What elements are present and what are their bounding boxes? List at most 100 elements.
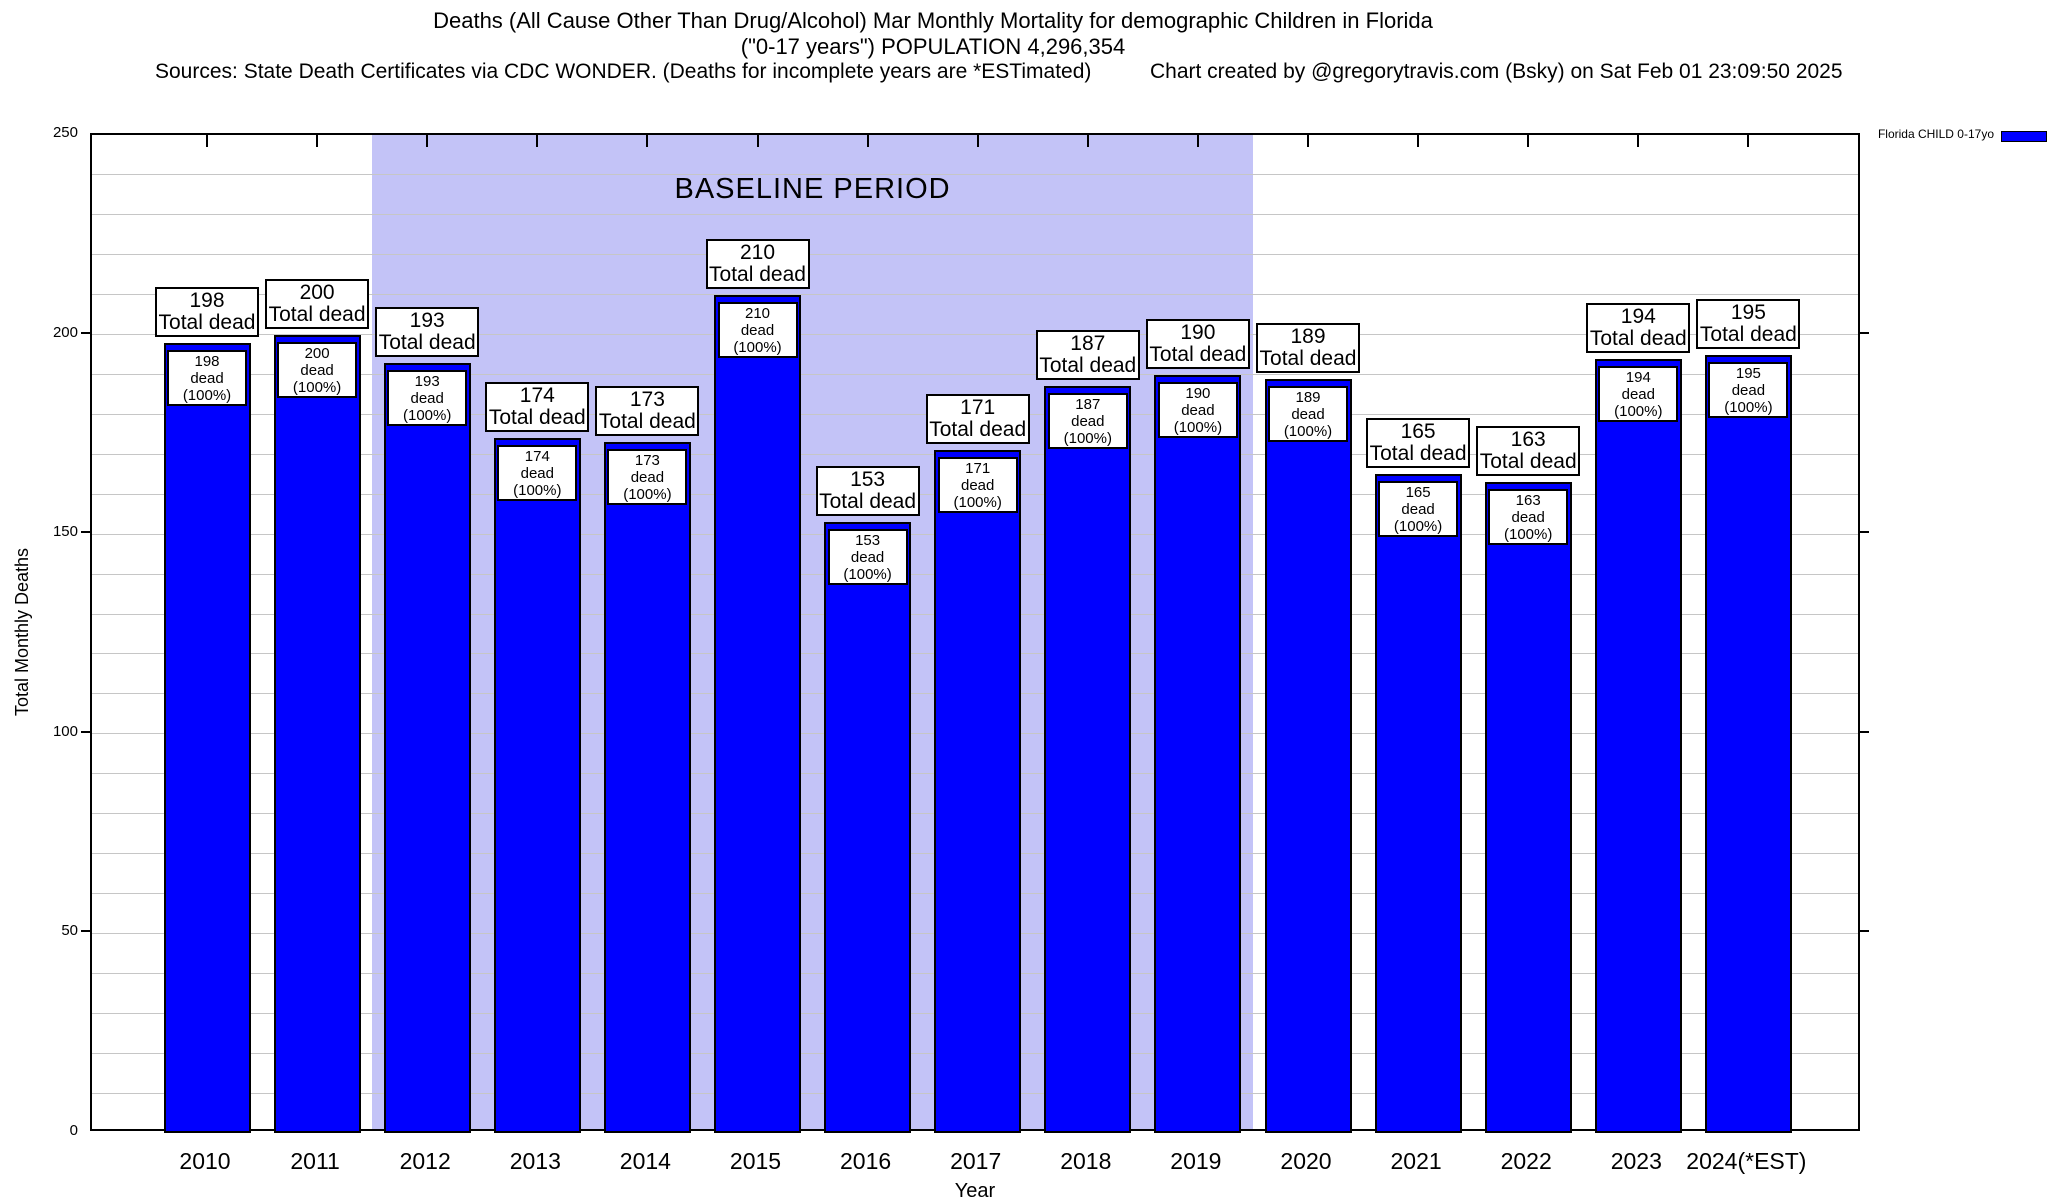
x-tick-top-2024(*EST) (1747, 135, 1750, 147)
bar-inner-suffix-2014: dead (100%) (623, 469, 672, 504)
gridline-y-220 (92, 254, 1858, 256)
bar-2012 (383, 362, 471, 1133)
plot-area: BASELINE PERIOD 198 dead (100%) 198 Total de… (90, 133, 1860, 1133)
bar-total-value-2019: 190 (1180, 320, 1216, 344)
bar-inner-value-2015: 210 (744, 304, 771, 322)
bar-inner-suffix-2010: dead (100%) (182, 369, 232, 404)
bar-2019 (1154, 374, 1242, 1133)
bar-inner-box-2018: 187 dead (100%) (1047, 393, 1128, 450)
bar-total-suffix-2018: Total dead (1039, 354, 1137, 378)
bar-total-box-2017: 171 Total dead (925, 394, 1030, 445)
y-tick-label-200: 200 (52, 323, 78, 341)
legend-swatch (2001, 131, 2047, 142)
bar-inner-value-2023: 194 (1625, 368, 1651, 386)
bar-total-value-2014: 173 (629, 388, 665, 412)
bar-total-box-2022: 163 Total dead (1476, 426, 1581, 477)
bar-inner-value-2022: 163 (1515, 492, 1541, 510)
x-tick-top-2012 (426, 135, 429, 147)
bar-2021 (1374, 474, 1462, 1133)
bar-inner-value-2011: 200 (304, 344, 330, 362)
bar-total-suffix-2020: Total dead (1259, 346, 1357, 370)
bar-total-box-2012: 193 Total dead (375, 306, 480, 357)
bar-inner-box-2024(*EST): 195 dead (100%) (1708, 361, 1789, 418)
bar-total-suffix-2014: Total dead (598, 410, 696, 434)
bar-total-value-2010: 198 (189, 288, 225, 312)
bar-inner-box-2011: 200 dead (100%) (277, 341, 358, 398)
x-tick-top-2019 (1196, 135, 1199, 147)
bar-total-suffix-2015: Total dead (709, 262, 806, 286)
bar-2016 (824, 522, 912, 1133)
x-tick-label-2015: 2015 (729, 1148, 782, 1174)
bar-inner-value-2012: 193 (414, 372, 440, 390)
bar-inner-value-2020: 189 (1295, 388, 1321, 406)
bar-2018 (1044, 386, 1132, 1133)
x-tick-label-2024(*EST): 2024(*EST) (1686, 1148, 1807, 1174)
y-tick-right-100 (1860, 730, 1869, 733)
bar-2010 (163, 342, 251, 1133)
bar-inner-box-2010: 198 dead (100%) (167, 349, 247, 406)
bar-inner-value-2017: 171 (965, 460, 991, 478)
chart-credit: Chart created by @gregorytravis.com (Bsk… (1150, 60, 1843, 83)
y-tick-left-200 (81, 331, 90, 334)
bar-inner-box-2014: 173 dead (100%) (607, 449, 688, 506)
bar-inner-box-2016: 153 dead (100%) (827, 529, 908, 586)
y-tick-right-50 (1860, 930, 1869, 933)
x-tick-top-2018 (1086, 135, 1089, 147)
gridline-y-230 (92, 214, 1858, 216)
bar-total-suffix-2013: Total dead (488, 406, 586, 430)
bar-total-box-2013: 174 Total dead (485, 382, 590, 433)
bar-inner-box-2022: 163 dead (100%) (1488, 489, 1569, 546)
gridline-y-200 (92, 334, 1858, 336)
x-tick-top-2020 (1307, 135, 1309, 147)
bar-inner-suffix-2015: dead (100%) (733, 321, 782, 356)
bar-total-value-2012: 193 (409, 308, 445, 332)
legend-label: Florida CHILD 0-17yo (1877, 127, 1994, 141)
bar-2023 (1594, 358, 1682, 1133)
y-tick-left-50 (81, 930, 90, 933)
bar-2022 (1484, 482, 1572, 1133)
bar-total-value-2018: 187 (1070, 332, 1106, 356)
bar-total-box-2016: 153 Total dead (815, 466, 920, 517)
x-tick-label-2014: 2014 (619, 1148, 671, 1174)
bar-total-suffix-2022: Total dead (1479, 450, 1577, 474)
bar-inner-box-2021: 165 dead (100%) (1378, 481, 1459, 538)
y-tick-right-200 (1860, 331, 1869, 334)
bar-inner-box-2023: 194 dead (100%) (1598, 365, 1679, 422)
bar-inner-box-2012: 193 dead (100%) (387, 369, 468, 426)
bar-total-box-2010: 198 Total dead (155, 286, 259, 337)
x-tick-top-2016 (866, 135, 869, 147)
bar-2024(*EST) (1704, 354, 1792, 1133)
y-tick-label-0: 0 (69, 1122, 78, 1139)
bar-total-value-2016: 153 (850, 468, 886, 492)
bar-total-value-2017: 171 (960, 396, 996, 420)
bar-inner-suffix-2018: dead (100%) (1063, 413, 1112, 448)
bar-inner-value-2021: 165 (1405, 484, 1431, 502)
x-tick-label-2020: 2020 (1280, 1148, 1332, 1174)
bar-inner-value-2019: 190 (1185, 384, 1211, 402)
bar-total-suffix-2011: Total dead (268, 302, 366, 326)
y-axis-title: Total Monthly Deaths (12, 547, 32, 717)
bar-total-suffix-2017: Total dead (929, 418, 1027, 442)
baseline-band-label: BASELINE PERIOD (674, 173, 951, 205)
x-tick-top-2022 (1527, 135, 1530, 147)
x-tick-label-2018: 2018 (1060, 1148, 1112, 1174)
bar-total-box-2014: 173 Total dead (595, 386, 700, 437)
bar-total-value-2011: 200 (299, 280, 335, 304)
x-tick-top-2015 (756, 135, 759, 147)
x-tick-label-2021: 2021 (1390, 1148, 1442, 1174)
bar-inner-suffix-2016: dead (100%) (843, 549, 892, 584)
bar-inner-suffix-2020: dead (100%) (1283, 405, 1333, 440)
x-tick-label-2016: 2016 (840, 1148, 892, 1174)
bar-inner-value-2018: 187 (1075, 396, 1101, 414)
bar-total-box-2018: 187 Total dead (1035, 330, 1140, 381)
bar-2020 (1264, 378, 1352, 1133)
bar-total-box-2011: 200 Total dead (265, 278, 370, 329)
bar-2017 (934, 450, 1022, 1133)
bar-total-suffix-2019: Total dead (1149, 342, 1247, 366)
bar-total-box-2015: 210 Total dead (705, 238, 810, 289)
x-tick-label-2023: 2023 (1610, 1148, 1662, 1174)
bar-inner-box-2017: 171 dead (100%) (937, 457, 1018, 514)
bar-total-value-2024(*EST): 195 (1730, 300, 1766, 324)
bar-2014 (603, 442, 691, 1133)
